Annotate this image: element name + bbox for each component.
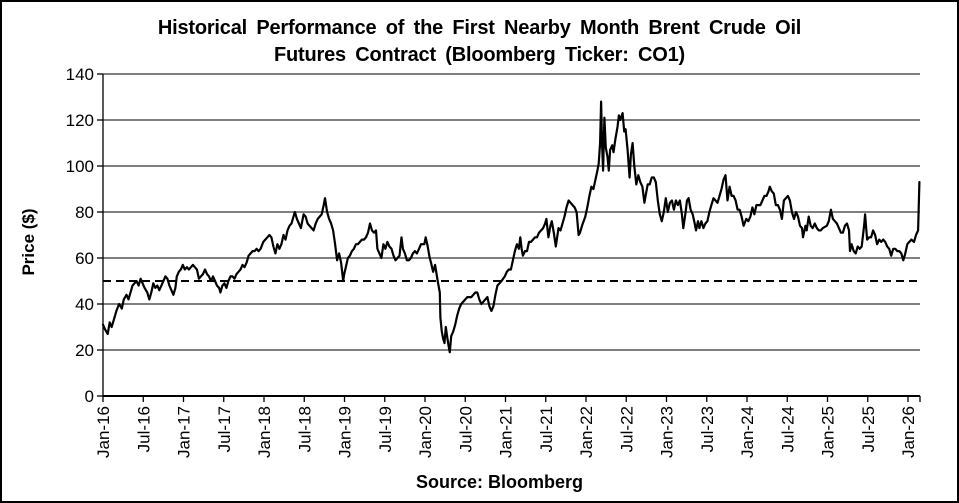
chart-title: Historical Performance of the First Near… (2, 15, 957, 69)
x-tick-label: Jan-24 (738, 406, 757, 458)
axes (102, 74, 920, 397)
chart-title-line1: Historical Performance of the First Near… (157, 17, 802, 39)
chart-title-line2: Futures Contract (Bloomberg Ticker: CO1) (273, 44, 686, 66)
x-tick-label: Jan-25 (819, 406, 838, 458)
x-tick-label: Jul-23 (698, 406, 717, 452)
x-tick-label: Jul-16 (134, 406, 153, 452)
x-tick-label: Jul-22 (617, 406, 636, 452)
x-tick-label: Jul-21 (537, 406, 556, 452)
y-tick-label: 20 (75, 341, 94, 360)
y-tick-label: 60 (75, 249, 94, 268)
x-tick-label: Jan-18 (255, 406, 274, 458)
x-tick-label: Jul-20 (456, 406, 475, 452)
y-tick-label: 80 (75, 203, 94, 222)
y-tick-label: 0 (85, 387, 94, 406)
y-tick-label: 120 (66, 111, 94, 130)
x-tick-label: Jan-17 (175, 406, 194, 458)
x-tick-label: Jan-19 (336, 406, 355, 458)
x-tick-label: Jan-22 (577, 406, 596, 458)
y-tick-label: 140 (66, 65, 94, 84)
x-tick-label: Jan-16 (94, 406, 113, 458)
x-tick-label: Jul-24 (778, 406, 797, 452)
x-tick-label: Jan-26 (899, 406, 918, 458)
axis-labels: 0 20 40 60 80 100 120 140 Jan-16 Jul-16 Jan-17 Jul-… (66, 65, 918, 458)
x-tick-label: Jan-21 (497, 406, 516, 458)
y-axis-title: Price ($) (19, 208, 38, 275)
x-tick-label: Jul-18 (295, 406, 314, 452)
x-tick-label: Jan-20 (416, 406, 435, 458)
tick-marks (97, 73, 921, 402)
source-caption: Source: Bloomberg (415, 472, 584, 492)
brent-price-line (101, 100, 921, 354)
x-tick-label: Jul-17 (215, 406, 234, 452)
y-tick-label: 100 (66, 157, 94, 176)
x-tick-label: Jul-25 (859, 406, 878, 452)
gridlines (103, 73, 920, 351)
x-tick-label: Jul-19 (376, 406, 395, 452)
price-line-series (101, 100, 921, 354)
x-tick-label: Jan-23 (658, 406, 677, 458)
y-tick-label: 40 (75, 295, 94, 314)
